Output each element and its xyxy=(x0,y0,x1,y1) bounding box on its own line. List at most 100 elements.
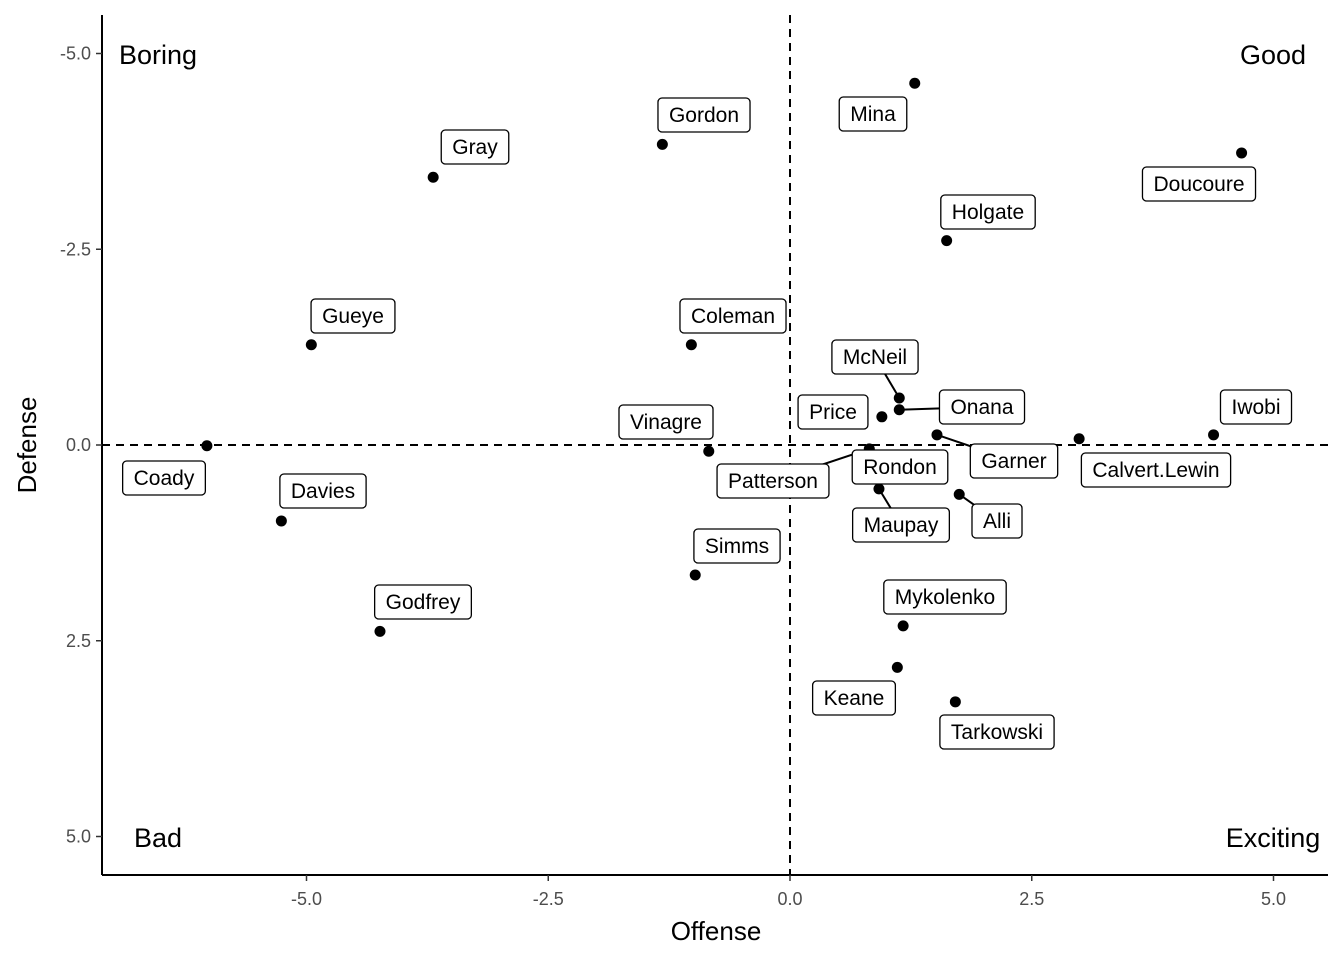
data-point xyxy=(931,429,943,441)
point-label-text: Onana xyxy=(950,396,1013,419)
point-label-text: Godfrey xyxy=(386,591,461,614)
point-label-text: Garner xyxy=(981,450,1046,473)
data-point xyxy=(1073,433,1085,445)
data-point xyxy=(893,404,905,416)
data-point xyxy=(897,620,909,632)
point-label-box xyxy=(373,584,473,620)
point-label-box xyxy=(679,298,787,334)
x-tick-label: -5.0 xyxy=(291,889,322,909)
point-label-box xyxy=(939,714,1055,750)
data-point xyxy=(891,661,903,673)
point-label-text: McNeil xyxy=(843,346,907,369)
x-axis-title: Offense xyxy=(671,916,762,946)
point-label: Onana xyxy=(938,389,1026,425)
data-point xyxy=(941,235,953,247)
data-point xyxy=(305,339,317,351)
point-label-text: Price xyxy=(809,401,857,424)
point-label: Doucoure xyxy=(1141,166,1257,202)
point-label-text: Gordon xyxy=(669,104,739,127)
point-label: Mina xyxy=(838,96,908,132)
point-label: Gueye xyxy=(310,298,396,334)
point-label-text: Tarkowski xyxy=(951,721,1043,744)
point-label: Mykolenko xyxy=(883,579,1007,615)
point-label: Gray xyxy=(440,129,510,165)
point-label: Coleman xyxy=(679,298,787,334)
point-label: Gordon xyxy=(657,97,751,133)
point-label-text: Doucoure xyxy=(1153,173,1244,196)
data-point xyxy=(374,625,386,637)
point-label-box xyxy=(851,449,949,485)
point-label: Calvert.Lewin xyxy=(1080,452,1232,488)
point-label-box xyxy=(1219,389,1293,425)
point-label-box xyxy=(618,404,714,440)
point-label: Simms xyxy=(693,528,781,564)
x-tick-label: 5.0 xyxy=(1261,889,1286,909)
point-label-text: Keane xyxy=(824,687,885,710)
point-label: Price xyxy=(797,394,869,430)
point-label-text: Maupay xyxy=(864,514,939,537)
point-label-text: Calvert.Lewin xyxy=(1092,459,1219,482)
point-label-box xyxy=(657,97,751,133)
point-label: Holgate xyxy=(940,194,1036,230)
data-point xyxy=(201,440,213,452)
point-label: Garner xyxy=(969,443,1059,479)
point-label: Keane xyxy=(811,680,897,716)
data-point xyxy=(1236,147,1248,159)
point-label-box xyxy=(310,298,396,334)
point-label: Coady xyxy=(121,460,207,496)
point-label-box xyxy=(938,389,1026,425)
point-label: Iwobi xyxy=(1219,389,1293,425)
point-label-text: Holgate xyxy=(952,201,1024,224)
point-label-box xyxy=(797,394,869,430)
point-label-text: Alli xyxy=(983,510,1011,533)
point-label-box xyxy=(1080,452,1232,488)
y-tick-label: 0.0 xyxy=(66,435,91,455)
data-point xyxy=(1208,429,1220,441)
data-point xyxy=(953,488,965,500)
y-tick-label: 2.5 xyxy=(66,631,91,651)
point-label-box xyxy=(831,339,919,375)
point-label: Patterson xyxy=(716,463,830,499)
point-label-text: Rondon xyxy=(863,456,937,479)
y-tick-label: 5.0 xyxy=(66,827,91,847)
quadrant-label-boring: Boring xyxy=(119,40,197,70)
point-label-box xyxy=(121,460,207,496)
point-label-box xyxy=(971,503,1023,539)
data-point xyxy=(909,77,921,89)
data-point xyxy=(893,392,905,404)
point-label-box xyxy=(883,579,1007,615)
data-point xyxy=(685,339,697,351)
point-label: Alli xyxy=(971,503,1023,539)
x-tick-label: 2.5 xyxy=(1019,889,1044,909)
y-axis-title: Defense xyxy=(12,397,42,494)
y-tick-label: -2.5 xyxy=(60,239,91,259)
point-label-text: Coady xyxy=(134,467,195,490)
point-label: Rondon xyxy=(851,449,949,485)
data-point xyxy=(656,138,668,150)
data-point xyxy=(689,569,701,581)
point-label-box xyxy=(693,528,781,564)
point-label-box xyxy=(940,194,1036,230)
point-label-box xyxy=(969,443,1059,479)
point-label-box xyxy=(440,129,510,165)
point-label-text: Gray xyxy=(452,136,498,159)
point-label-text: Simms xyxy=(705,535,769,558)
point-label-box xyxy=(838,96,908,132)
point-label-text: Coleman xyxy=(691,305,775,328)
quadrant-label-good: Good xyxy=(1240,40,1306,70)
x-tick-label: 0.0 xyxy=(777,889,802,909)
point-label-text: Patterson xyxy=(728,470,818,493)
point-label-text: Gueye xyxy=(322,305,384,328)
point-label-text: Mykolenko xyxy=(895,586,995,609)
point-label-text: Mina xyxy=(850,103,896,126)
data-point xyxy=(427,171,439,183)
point-label: Maupay xyxy=(851,507,951,543)
point-label: Vinagre xyxy=(618,404,714,440)
point-label-box xyxy=(811,680,897,716)
point-label-box xyxy=(716,463,830,499)
point-label-text: Iwobi xyxy=(1231,396,1280,419)
data-point xyxy=(876,411,888,423)
quadrant-label-exciting: Exciting xyxy=(1226,823,1321,853)
point-label-text: Vinagre xyxy=(630,411,702,434)
